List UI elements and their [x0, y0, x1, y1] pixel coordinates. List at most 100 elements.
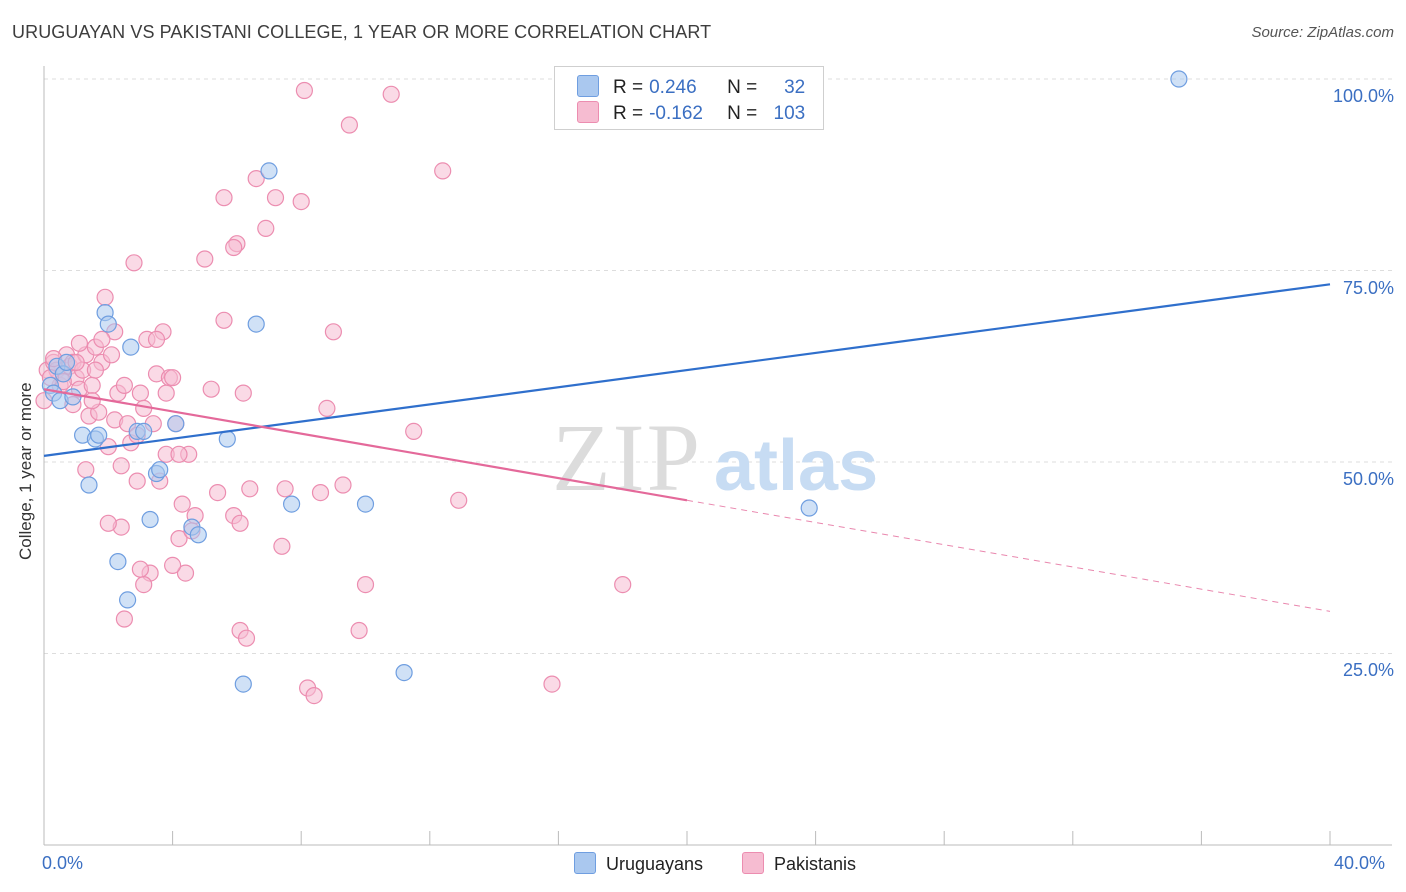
bottom-legend-label-uruguayans: Uruguayans	[606, 854, 704, 874]
uruguayans-point	[80, 476, 98, 494]
pakistanis-trend-line	[43, 388, 688, 502]
pakistanis-point	[115, 376, 134, 394]
uruguayans-point	[247, 315, 265, 333]
pakistanis-point	[434, 162, 452, 180]
pakistanis-point	[257, 219, 275, 237]
legend-r-value: -0.162	[649, 103, 703, 124]
pakistanis-point	[266, 189, 285, 207]
bottom-legend-pakistanis: Pakistanis	[742, 852, 856, 875]
legend-r-value: 0.246	[649, 77, 697, 98]
pakistanis-point	[231, 514, 249, 532]
pakistanis-point	[247, 170, 265, 188]
pakistanis-point	[295, 81, 313, 100]
pakistanis-point	[276, 480, 294, 498]
pakistanis-point	[131, 560, 149, 578]
pakistanis-point	[292, 193, 310, 211]
pakistanis-point	[170, 529, 188, 548]
pakistanis-point	[241, 480, 259, 498]
pakistanis-point	[350, 621, 368, 640]
pakistanis-point	[115, 610, 134, 628]
pakistanis-point	[215, 311, 233, 329]
bottom-legend-swatch-blue	[574, 852, 596, 874]
pakistanis-point	[102, 346, 121, 364]
pakistanis-point	[176, 564, 195, 582]
pakistanis-points	[35, 81, 632, 705]
watermark-zip: ZIP	[552, 404, 702, 511]
uruguayans-point	[189, 526, 207, 544]
pakistanis-point	[96, 288, 114, 306]
watermark: ZIP atlas	[552, 404, 878, 511]
uruguayans-point	[118, 591, 137, 609]
pakistanis-point	[125, 254, 143, 272]
pakistanis-point	[128, 472, 146, 490]
pakistanis-point	[215, 189, 233, 207]
pakistanis-point	[77, 461, 95, 479]
uruguayans-point	[141, 510, 159, 529]
y-tick-100: 100.0%	[1332, 86, 1394, 106]
pakistanis-point	[93, 330, 111, 348]
uruguayans-point	[800, 499, 818, 517]
trend-lines	[43, 283, 1331, 612]
pakistanis-point	[225, 238, 243, 257]
y-tick-25: 25.0%	[1342, 660, 1394, 680]
pakistanis-point	[356, 575, 375, 594]
uruguayans-point	[356, 495, 375, 513]
watermark-atlas: atlas	[714, 426, 878, 506]
legend-n-label: N =	[727, 103, 758, 124]
uruguayans-point	[109, 552, 127, 571]
bottom-legend-uruguayans: Uruguayans	[574, 852, 703, 875]
pakistanis-point	[450, 491, 468, 509]
pakistanis-point	[164, 556, 182, 575]
legend-n-value: 32	[784, 77, 806, 98]
pakistanis-point	[170, 445, 188, 463]
pakistanis-point	[164, 369, 182, 387]
pakistanis-point	[135, 575, 153, 594]
x-tick-0: 0.0%	[42, 853, 84, 873]
pakistanis-point	[157, 384, 175, 402]
pakistanis-point	[273, 537, 291, 555]
pakistanis-point	[99, 514, 117, 532]
pakistanis-point	[382, 85, 400, 103]
pakistanis-point	[147, 330, 166, 348]
legend-swatch-blue	[577, 75, 599, 97]
uruguayans-point	[1170, 70, 1188, 88]
pakistanis-point	[196, 250, 214, 268]
bottom-legend-swatch-pink	[742, 852, 764, 874]
pakistanis-point	[543, 675, 561, 693]
uruguayans-point	[99, 315, 117, 333]
pakistanis-point	[173, 495, 191, 513]
pakistanis-point	[131, 384, 149, 402]
pakistanis-point	[112, 457, 130, 475]
pakistanis-point	[237, 629, 256, 647]
uruguayans-point	[395, 663, 413, 682]
pakistanis-point	[305, 686, 323, 705]
uruguayans-point	[167, 415, 185, 433]
pakistanis-point	[614, 575, 632, 594]
pakistanis-point	[324, 323, 342, 341]
pakistanis-point	[334, 476, 352, 494]
pakistanis-point	[318, 399, 336, 417]
uruguayans-point	[135, 422, 153, 440]
pakistanis-point	[234, 384, 252, 402]
chart-source: Source: ZipAtlas.com	[1251, 24, 1394, 41]
pakistanis-point	[70, 334, 89, 352]
uruguayans-point	[283, 495, 301, 513]
pakistanis-point	[340, 116, 358, 134]
uruguayans-point	[64, 388, 82, 406]
chart-title: URUGUAYAN VS PAKISTANI COLLEGE, 1 YEAR O…	[12, 22, 712, 42]
uruguayans-point	[57, 353, 76, 371]
pakistanis-point	[83, 376, 101, 394]
y-tick-50: 50.0%	[1342, 469, 1394, 489]
legend-n-value: 103	[773, 103, 806, 124]
uruguayans-point	[151, 461, 169, 479]
legend-row-pakistanis: R = -0.162 N = 103	[577, 101, 805, 125]
x-tick-40: 40.0%	[1334, 853, 1386, 873]
y-tick-75: 75.0%	[1342, 278, 1394, 298]
legend-n-label: N =	[727, 77, 758, 98]
grid-lines	[44, 78, 1392, 654]
uruguayans-point	[234, 675, 252, 693]
legend-r-label: R =	[613, 77, 644, 98]
pakistanis-point	[83, 392, 101, 410]
uruguayans-points	[41, 70, 1188, 693]
legend-swatch-pink	[577, 101, 599, 123]
